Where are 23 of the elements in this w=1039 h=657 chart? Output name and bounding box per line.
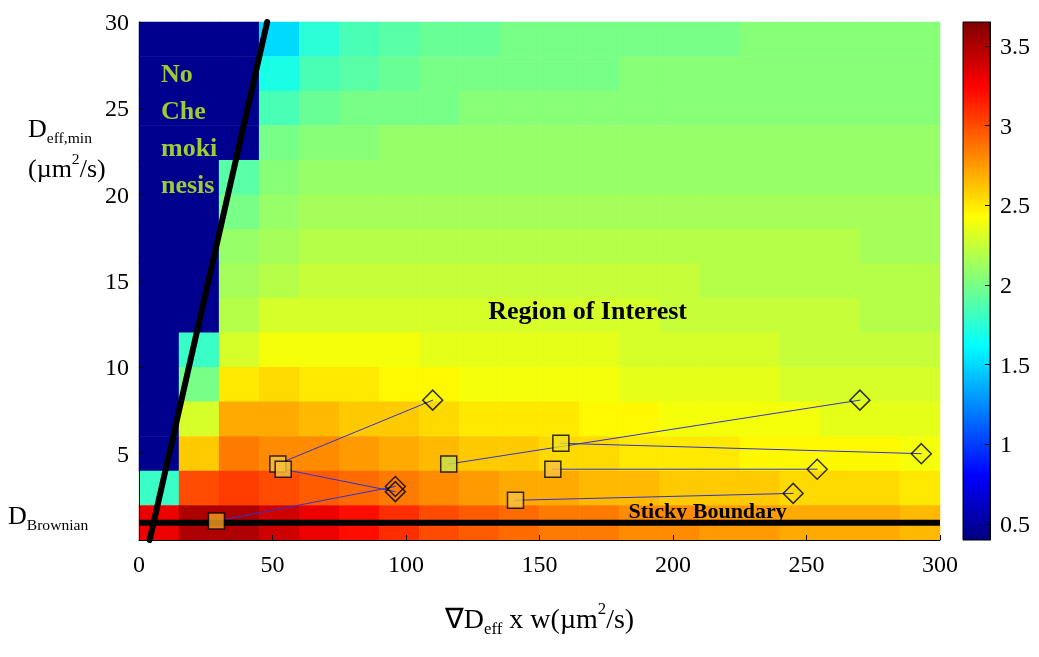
y-tick-label: 25 [105,95,129,122]
y-tick-label: 10 [105,354,129,381]
color-bar-label: 2 [1000,271,1012,298]
color-bar-label: 1 [1000,431,1012,458]
x-tick-label: 250 [788,551,825,577]
x-tick-label: 300 [922,551,958,577]
y-tick-label: 30 [105,9,129,35]
annotation: No Chemokinesis [161,59,218,199]
x-tick-label: 0 [133,551,145,577]
color-bar-label: 0.5 [1000,511,1030,538]
annotation: Sticky Boundary [628,497,787,523]
y-tick-label: 5 [117,440,129,467]
annotation: Region of Interest [488,296,688,325]
y-tick-label: 15 [105,268,129,294]
x-tick-label: 100 [388,551,424,577]
color-bar-label: 3 [1000,112,1012,139]
x-tick-label: 150 [521,551,558,577]
color-bar-label: 3.5 [1000,32,1030,59]
color-bar-label: 2.5 [1000,192,1030,219]
x-tick-label: 200 [655,551,691,577]
x-tick-label: 50 [260,551,285,577]
color-bar-label: 1.5 [1000,351,1030,378]
y-tick-label: 20 [105,181,129,208]
